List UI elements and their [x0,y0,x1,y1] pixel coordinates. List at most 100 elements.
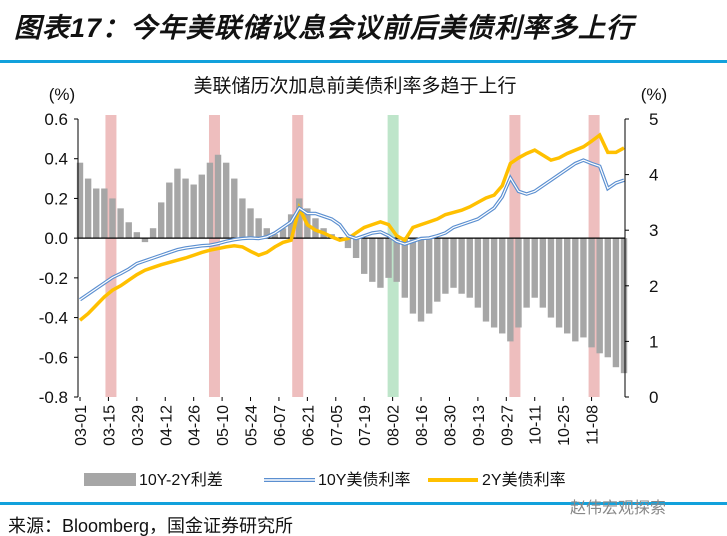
left-tick-label: 0.6 [44,110,68,129]
spread-bar [279,228,287,239]
spread-bar [482,238,490,322]
spread-bar [555,238,563,328]
spread-bar [263,228,270,239]
spread-bar [564,238,571,334]
hike-band [509,115,521,397]
spread-bar [198,174,205,239]
legend: 10Y-2Y利差 10Y美债利率 2Y美债利率 [84,471,566,489]
spread-bar [417,238,425,322]
x-tick-label: 09-27 [499,405,516,446]
spread-bar [174,168,181,239]
spread-bar [190,184,197,239]
right-tick-label: 3 [649,221,658,240]
spread-bar [231,178,238,239]
x-tick-label: 11-08 [585,405,602,445]
left-tick-label: -0.2 [39,269,68,288]
spread-bar [620,238,628,374]
right-tick-label: 5 [649,110,658,129]
left-tick-label: 0.0 [44,229,68,248]
left-tick-label: 0.2 [44,189,68,208]
right-tick-label: 0 [649,388,658,407]
spread-bar [369,238,376,282]
spread-bar [515,238,522,328]
spread-bar [450,238,457,288]
spread-bar [474,238,482,308]
spread-bar [596,238,603,354]
spread-bar [442,238,449,294]
spread-bar [117,208,124,239]
x-tick-label: 05-24 [244,405,261,446]
spread-bar [507,238,514,342]
spread-bar [206,162,214,239]
spread-bar [352,238,360,258]
spread-bar [133,232,141,239]
spread-bar [539,238,547,308]
x-tick-label: 07-19 [357,405,374,446]
spread-bar [580,238,587,338]
watermark: 赵伟宏观探索 [570,500,667,517]
spread-bar [141,238,149,243]
hike-band [208,115,220,397]
series-10y-line-inner [79,159,625,301]
spread-bar [466,238,473,298]
spread-bar [93,188,100,239]
right-tick-label: 4 [649,166,658,185]
spread-bar [255,218,262,239]
spread-bar [149,228,157,239]
x-tick-label: 07-05 [329,405,346,446]
spread-bar [344,238,352,249]
spread-bar [588,238,595,348]
spread-bar [239,198,246,239]
x-tick-label: 03-15 [101,405,118,446]
spread-bar [125,222,132,239]
x-tick-label: 09-13 [471,405,488,446]
legend-label-10y: 10Y美债利率 [318,471,410,489]
spread-bar [287,214,295,239]
x-tick-label: 06-07 [272,405,289,446]
x-tick-label: 08-16 [414,405,431,446]
source-rule [0,502,727,505]
spread-bar [409,238,417,314]
spread-bar [572,238,579,342]
spread-bar [101,188,108,239]
spread-bar [222,162,230,239]
x-tick-label: 03-01 [73,405,90,446]
left-tick-label: -0.4 [39,309,68,328]
source-note: 来源：Bloomberg，国金证券研究所 [8,516,294,536]
spread-bar [166,182,173,239]
x-tick-label: 08-02 [386,405,403,446]
x-tick-label: 10-11 [528,405,545,445]
spread-bar [523,238,530,308]
spread-bar [76,162,84,239]
spread-bar [612,238,620,368]
spread-bar [604,238,611,358]
spread-bar [385,238,392,278]
right-tick-label: 2 [649,277,658,296]
chart-title: 美联储历次加息前美债利率多趋于上行 [193,75,516,97]
x-tick-label: 05-10 [215,405,232,446]
x-tick-label: 08-30 [442,405,459,446]
figure-title: 图表17：今年美联储议息会议前后美债利率多上行 [14,13,635,43]
left-tick-label: -0.6 [39,348,68,367]
spread-bar [271,234,279,239]
spread-bar [296,198,303,239]
x-tick-label: 03-29 [130,405,147,446]
legend-swatch-spread [84,473,136,486]
spread-bar [425,238,433,314]
spread-bar [361,238,368,274]
spread-bar [247,208,254,239]
x-tick-label: 04-12 [158,405,175,446]
hike-band [105,115,117,397]
cut-band [387,115,399,397]
legend-label-2y: 2Y美债利率 [482,471,566,489]
spread-bar [401,238,408,298]
x-tick-label: 04-26 [187,405,204,446]
spread-bar [434,238,441,302]
spread-bar [458,238,465,294]
right-axis-unit: (%) [641,85,667,104]
x-tick-label: 10-25 [556,405,573,446]
x-tick-label: 06-21 [300,405,317,446]
spread-bar [490,238,498,328]
